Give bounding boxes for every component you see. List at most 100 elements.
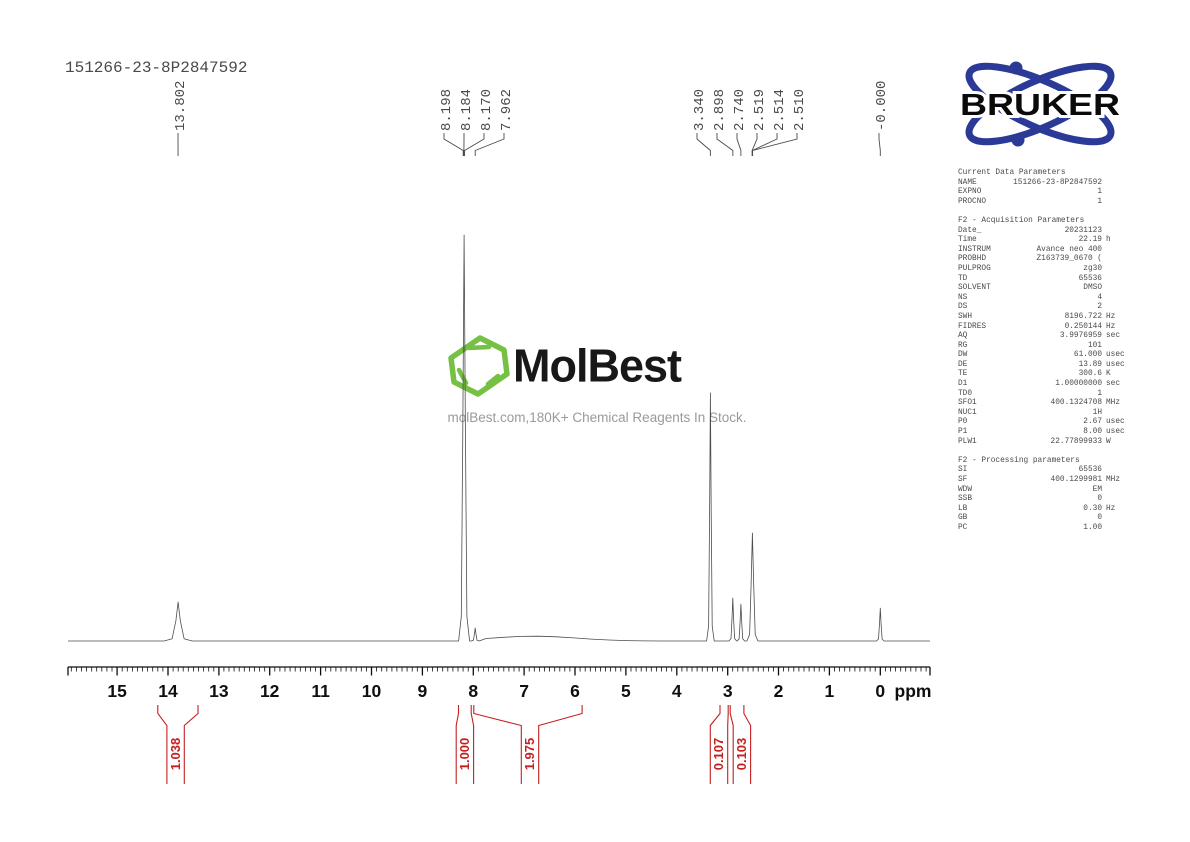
axis-tick-label: 1 (825, 681, 835, 701)
parameter-row: NAME 151266-23-8P2847592 (958, 179, 1132, 189)
parameter-row: FIDRES 0.250144 Hz (958, 323, 1132, 333)
axis-tick-label: 6 (570, 681, 580, 701)
parameter-value: 65536 (1078, 466, 1102, 475)
axis-tick-label: 12 (260, 681, 280, 701)
parameter-unit: usec (1106, 351, 1125, 360)
parameter-unit: sec (1106, 380, 1121, 389)
parameter-row: PROCNO 1 (958, 198, 1132, 208)
parameter-unit: Hz (1106, 504, 1116, 513)
parameter-row: TD 65536 (958, 275, 1132, 285)
parameter-row: TD0 1 (958, 390, 1132, 400)
parameter-value: 3.9976959 (1059, 332, 1102, 341)
parameter-row: SWH 8196.722 Hz (958, 313, 1132, 323)
parameter-row: DE 13.89 usec (958, 361, 1132, 371)
parameter-unit: h (1106, 236, 1111, 245)
peak-ppm-label: -0.000 (874, 81, 890, 131)
peak-label-connector (716, 133, 734, 156)
peak-label-connector (443, 133, 464, 156)
parameter-row: PULPROG zg30 (958, 265, 1132, 275)
peak-ppm-label: 2.740 (732, 89, 748, 131)
integrals: 1.038 1.000 1.975 0.107 0.103 (157, 705, 752, 784)
parameter-label: SOLVENT (958, 284, 991, 293)
ppm-axis: 15 14 13 12 11 10 9 8 7 6 5 4 3 2 1 0 ppm (67, 666, 931, 701)
parameter-label: WDW (958, 485, 973, 494)
parameter-value: 400.1299981 (1050, 476, 1102, 484)
parameter-unit: W (1106, 437, 1111, 446)
parameter-value: Z163739_0670 ( (1036, 255, 1102, 264)
peak-label-group: 13.802 (173, 81, 189, 156)
axis-tick-label: 8 (468, 681, 478, 701)
parameter-row: INSTRUM Avance neo 400 (958, 246, 1132, 256)
axis-tick-label: 13 (209, 681, 229, 701)
integral-value: 1.975 (522, 738, 537, 771)
axis-tick-label: 9 (418, 681, 428, 701)
peak-label-connector (464, 133, 485, 156)
parameter-value: 2.67 (1083, 418, 1102, 427)
molbest-logo-row: MolBest (447, 334, 747, 398)
peak-label-connector (751, 133, 778, 156)
parameter-unit: usec (1106, 360, 1125, 369)
parameter-section-heading: Current Data Parameters (958, 169, 1066, 177)
peak-label-connector (736, 133, 742, 156)
parameter-value: zg30 (1083, 264, 1102, 273)
peak-ppm-label: 7.962 (499, 89, 515, 131)
parameter-value: 8196.722 (1064, 312, 1102, 321)
orbit-dots (1009, 61, 1025, 147)
parameter-row: Date_ 20231123 (958, 227, 1132, 237)
parameter-row: SI 65536 (958, 466, 1132, 476)
parameter-row: DW 61.000 usec (958, 351, 1132, 361)
parameter-row: WDW EM (958, 486, 1132, 496)
parameter-value: DMSO (1083, 284, 1102, 293)
parameter-label: NUC1 (958, 408, 977, 417)
parameter-row: AQ 3.9976959 sec (958, 332, 1132, 342)
parameter-label: INSTRUM (958, 245, 991, 254)
parameter-value: 22.77899933 (1050, 437, 1102, 446)
parameter-value: 0.30 (1083, 504, 1102, 513)
peak-ppm-label: 2.510 (792, 89, 808, 131)
benzene-hexagon-icon (448, 335, 510, 397)
parameter-value: 400.1324708 (1050, 399, 1102, 408)
parameter-value: 4 (1097, 293, 1102, 302)
parameter-value: 1 (1097, 389, 1102, 398)
parameter-value: 1 (1097, 188, 1102, 197)
parameter-label: SSB (958, 495, 973, 504)
peak-label-connector (474, 133, 505, 156)
parameter-label: DS (958, 303, 968, 312)
parameter-row: SOLVENT DMSO (958, 284, 1132, 294)
parameter-value: 1.00000000 (1055, 380, 1102, 389)
parameter-value: EM (1092, 485, 1102, 494)
parameter-panel: Current Data Parameters NAME 151266-23-8P2… (958, 169, 1132, 534)
axis-tick-label: 0 (875, 681, 885, 701)
molbest-watermark: MolBest molBest.com,180K+ Chemical Reage… (447, 334, 747, 425)
parameter-row: P1 8.00 usec (958, 428, 1132, 438)
parameter-label: PC (958, 523, 968, 532)
parameter-row: Time 22.19 h (958, 236, 1132, 246)
molbest-tagline: molBest.com,180K+ Chemical Reagents In S… (447, 410, 747, 425)
bruker-wordmark: BRUKER (960, 87, 1120, 122)
parameter-label: SF (958, 476, 968, 484)
parameter-value: 101 (1087, 341, 1102, 350)
parameter-label: D1 (958, 380, 968, 389)
parameter-unit: MHz (1106, 399, 1121, 408)
parameter-unit: K (1106, 370, 1111, 379)
parameter-label: RG (958, 341, 968, 350)
parameter-label: NAME (958, 178, 977, 187)
parameter-value: 1 (1097, 197, 1102, 206)
parameter-label: SFO1 (958, 399, 977, 408)
parameter-value: 1.00 (1083, 523, 1102, 532)
peak-ppm-label: 8.184 (459, 89, 475, 131)
parameter-label: Date_ (958, 226, 982, 235)
axis-tick-label: 11 (311, 681, 330, 701)
parameter-value: 151266-23-8P2847592 (1013, 178, 1102, 187)
integral-value: 1.038 (168, 738, 183, 771)
parameter-row: GB 0 (958, 514, 1132, 524)
peak-ppm-label: 2.514 (772, 89, 788, 131)
parameter-row: SF 400.1299981 MHz (958, 476, 1132, 486)
integral-bracket (157, 705, 199, 784)
bruker-logo-graphic: BRUKER (957, 61, 1123, 147)
parameter-label: TD (958, 274, 968, 283)
molbest-brand: MolBest (513, 338, 682, 392)
parameter-row: SSB 0 (958, 495, 1132, 505)
parameter-value: 1H (1092, 408, 1102, 417)
peak-label-connector (878, 133, 881, 156)
